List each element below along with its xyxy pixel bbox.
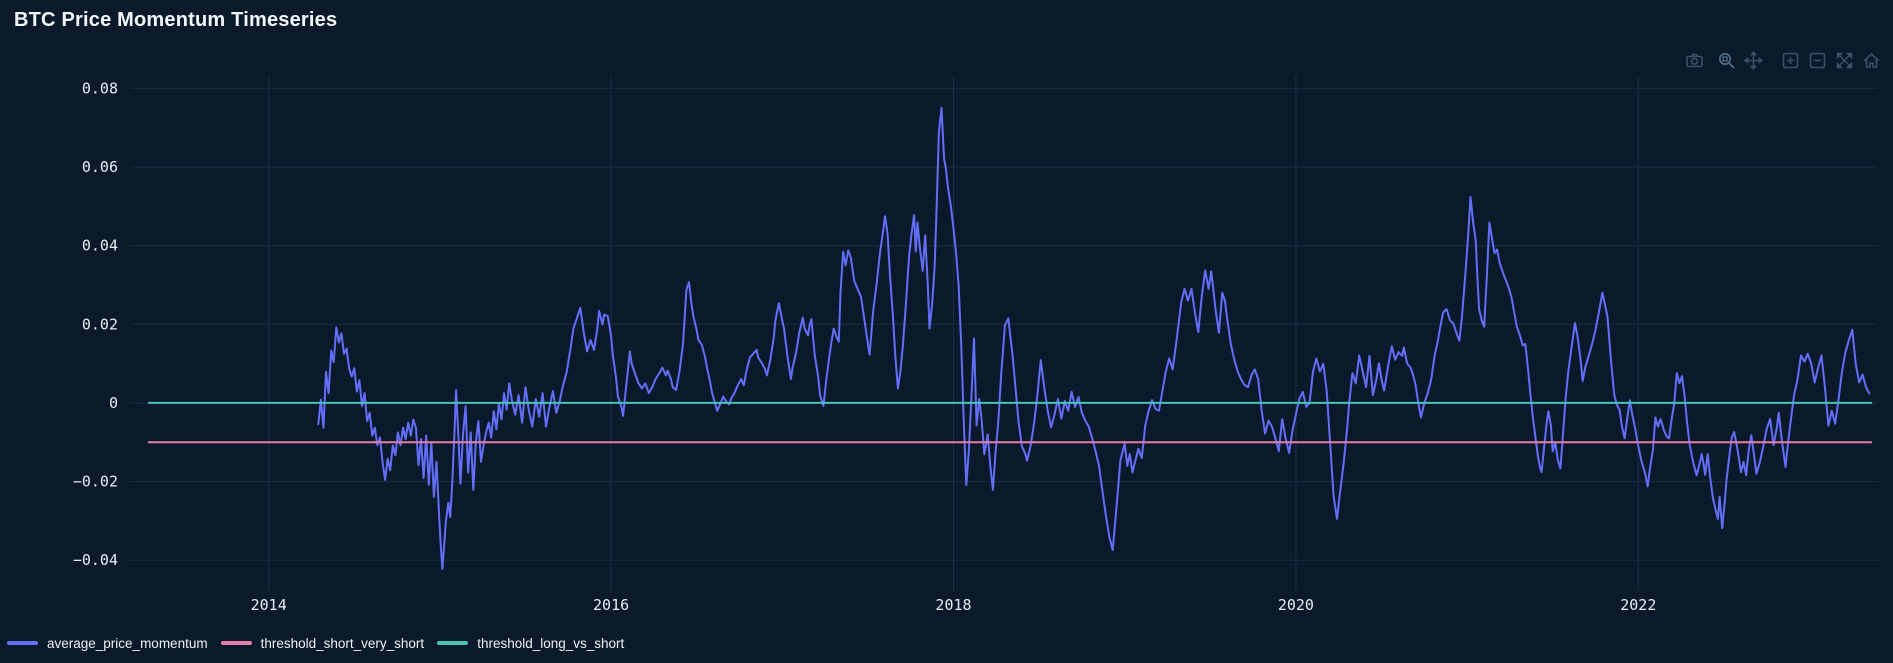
x-tick-label: 2016 [593, 596, 629, 614]
autoscale-icon [1835, 51, 1854, 73]
legend-item-average-price-momentum[interactable]: average_price_momentum [7, 636, 208, 651]
modebar [1684, 50, 1881, 73]
y-tick-label: 0.02 [82, 315, 118, 333]
legend-item-label: threshold_short_very_short [260, 635, 425, 651]
zoom-button[interactable] [1716, 52, 1736, 72]
series-line-average_price_momentum[interactable] [317, 107, 1871, 570]
chart-title: BTC Price Momentum Timeseries [14, 9, 338, 31]
x-tick-label: 2018 [935, 596, 971, 614]
camera-icon [1685, 51, 1704, 73]
pan-arrows-icon [1743, 50, 1763, 73]
legend-swatch [7, 641, 38, 645]
home-icon [1862, 51, 1881, 73]
zoom-in-icon [1781, 51, 1800, 73]
magnifier-icon [1717, 51, 1736, 73]
legend-item-label: average_price_momentum [47, 635, 208, 651]
download-plot-button[interactable] [1684, 52, 1704, 72]
pan-button[interactable] [1743, 50, 1763, 73]
y-tick-label: 0.08 [82, 79, 118, 97]
zoom-out-icon [1808, 51, 1827, 73]
y-tick-label: 0.04 [82, 237, 118, 255]
legend-swatch [220, 641, 252, 645]
legend-item-threshold-long-vs-short[interactable]: threshold_long_vs_short [437, 636, 624, 651]
y-tick-label: 0.06 [82, 158, 118, 176]
y-tick-label: −0.02 [73, 473, 118, 491]
reset-axes-button[interactable] [1861, 52, 1881, 72]
y-tick-label: 0 [109, 394, 118, 412]
legend-item-threshold-short-very-short[interactable]: threshold_short_very_short [220, 635, 425, 651]
zoom-out-button[interactable] [1807, 52, 1827, 72]
x-tick-label: 2014 [251, 596, 287, 614]
legend: average_price_momentum threshold_short_v… [7, 632, 624, 654]
x-tick-label: 2020 [1278, 596, 1314, 614]
y-tick-label: −0.04 [73, 551, 118, 569]
legend-swatch [437, 641, 469, 645]
x-tick-label: 2022 [1620, 596, 1656, 614]
legend-item-label: threshold_long_vs_short [477, 635, 625, 651]
autoscale-button[interactable] [1834, 52, 1854, 72]
zoom-in-button[interactable] [1780, 52, 1800, 72]
